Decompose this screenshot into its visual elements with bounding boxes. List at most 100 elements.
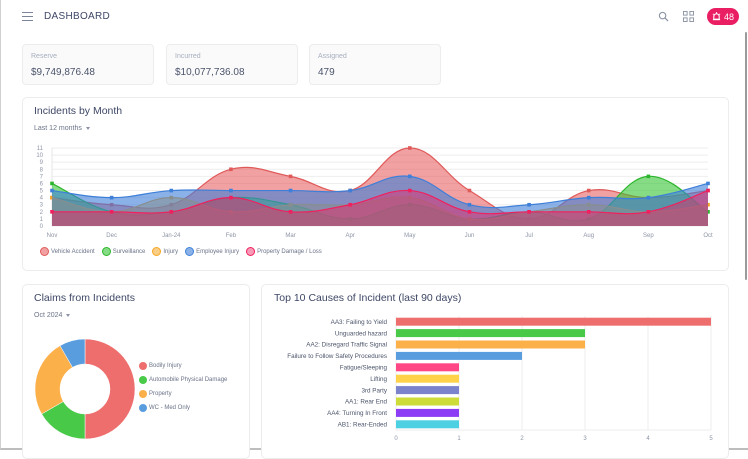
stat-label: Reserve <box>31 53 58 60</box>
data-point <box>50 210 54 214</box>
x-tick-label: Sep <box>643 233 654 239</box>
vertical-scrollbar[interactable] <box>745 32 747 280</box>
y-tick-label: 7 <box>40 174 44 180</box>
stat-value: $10,077,736.08 <box>175 67 245 78</box>
y-tick-label: 10 <box>36 153 43 159</box>
bar-aa2-disregard-traffic-signal[interactable] <box>396 340 585 349</box>
legend-item-surveillance[interactable]: Surveillance <box>101 247 146 256</box>
data-point <box>229 188 233 193</box>
x-tick-label: Jul <box>525 233 533 239</box>
legend-item-employee-injury[interactable]: Employee Injury <box>185 247 239 256</box>
caret-down-icon <box>85 126 90 130</box>
y-tick-label: 0 <box>40 224 44 230</box>
x-tick-label: 5 <box>709 436 713 442</box>
legend-item-wc-med-only[interactable]: WC - Med Only <box>139 404 227 412</box>
bar-unguarded-hazard[interactable] <box>396 329 585 338</box>
data-point <box>348 188 352 193</box>
data-point <box>586 188 591 193</box>
causes-panel-title: Top 10 Causes of Incident (last 90 days) <box>274 292 462 304</box>
slice-wc-med-only[interactable] <box>59 338 86 368</box>
top-app-bar: DASHBOARD 48 <box>1 0 741 34</box>
legend-swatch <box>139 362 147 370</box>
data-point <box>467 188 472 193</box>
claims-donut-chart <box>34 338 136 440</box>
data-point <box>586 195 591 200</box>
bar-failure-to-follow-safety-procedures[interactable] <box>396 351 522 360</box>
data-point <box>169 210 174 214</box>
data-point <box>408 146 412 150</box>
bar-lifting[interactable] <box>396 374 459 383</box>
y-tick-label: 3rd Party <box>361 387 387 394</box>
data-point <box>229 195 233 200</box>
bar-ab1-rear-ended[interactable] <box>396 420 459 429</box>
data-point <box>706 181 710 186</box>
y-tick-label: AA2: Disregard Traffic Signal <box>306 342 387 349</box>
x-tick-label: Jun <box>465 233 475 239</box>
data-point <box>288 174 293 179</box>
legend-item-bodily-injury[interactable]: Bodily Injury <box>139 362 227 370</box>
x-tick-label: Oct <box>703 233 713 239</box>
stat-label: Incurred <box>175 53 201 60</box>
y-tick-label: AA4: Turning In Front <box>327 410 387 417</box>
data-point <box>348 202 352 207</box>
stat-label: Assigned <box>318 53 347 60</box>
legend-swatch <box>139 404 147 412</box>
search-icon[interactable] <box>658 11 669 22</box>
legend-label: Employee Injury <box>196 248 240 255</box>
bar-aa1-rear-end[interactable] <box>396 397 459 406</box>
legend-item-property[interactable]: Property <box>139 390 227 398</box>
legend-item-property-damage-loss[interactable]: Property Damage / Loss <box>246 247 322 256</box>
data-point <box>467 202 472 207</box>
x-tick-label: Jan-24 <box>162 233 181 239</box>
legend-swatch <box>246 247 256 256</box>
x-tick-label: Nov <box>47 233 58 239</box>
legend-label: Vehicle Accident <box>51 248 95 255</box>
legend-item-automobile-physical-damage[interactable]: Automobile Physical Damage <box>139 376 227 384</box>
y-tick-label: Fatigue/Sleeping <box>340 365 388 372</box>
data-point <box>706 188 710 193</box>
dropdown-value: Last 12 months <box>34 125 82 132</box>
legend-label: Surveillance <box>112 248 146 255</box>
alarm-icon <box>712 12 721 21</box>
legend-label: Property Damage / Loss <box>257 248 322 255</box>
legend-swatch <box>101 247 111 256</box>
bar-aa4-turning-in-front[interactable] <box>396 408 459 417</box>
x-tick-label: 4 <box>646 436 650 442</box>
y-tick-label: AA1: Rear End <box>345 399 388 406</box>
bar-3rd-party[interactable] <box>396 386 459 395</box>
menu-icon[interactable] <box>22 12 33 21</box>
bar-aa3-failing-to-yield[interactable] <box>396 317 711 326</box>
y-tick-label: AB1: Rear-Ended <box>338 422 388 429</box>
legend-label: WC - Med Only <box>149 405 191 411</box>
caret-down-icon <box>66 313 71 317</box>
y-tick-label: 9 <box>40 160 44 166</box>
y-tick-label: Failure to Follow Safety Procedures <box>287 353 387 360</box>
series-employee-injury <box>50 174 710 226</box>
legend-swatch <box>139 376 147 384</box>
x-tick-label: Apr <box>346 233 355 239</box>
legend-item-injury[interactable]: Injury <box>152 247 178 256</box>
legend-swatch <box>139 390 147 398</box>
y-tick-label: 5 <box>40 189 44 195</box>
x-tick-label: 2 <box>520 436 524 442</box>
data-point <box>527 210 531 214</box>
legend-label: Property <box>149 391 172 397</box>
data-point <box>408 174 412 179</box>
legend-swatch <box>185 247 195 256</box>
slice-bodily-injury[interactable] <box>84 338 136 440</box>
legend-item-vehicle-accident[interactable]: Vehicle Accident <box>40 247 95 256</box>
data-point <box>646 210 651 214</box>
claims-period-dropdown[interactable]: Oct 2024 <box>34 312 71 319</box>
data-point <box>109 210 114 214</box>
x-tick-label: 1 <box>457 436 461 442</box>
stat-card-incurred: Incurred $10,077,736.08 <box>166 44 298 85</box>
y-tick-label: 6 <box>40 181 44 187</box>
top-causes-bar-chart: 0 1 2 3 4 5 AA3: Failing to Yield Unguarded haz… <box>287 316 713 442</box>
apps-grid-icon[interactable] <box>683 11 694 22</box>
alerts-button[interactable]: 48 <box>707 8 739 25</box>
incidents-period-dropdown[interactable]: Last 12 months <box>34 125 90 132</box>
y-tick-label: Unguarded hazard <box>335 330 388 337</box>
y-tick-label: 3 <box>40 203 44 209</box>
bar-fatigue-sleeping[interactable] <box>396 363 459 372</box>
data-point <box>50 181 54 186</box>
